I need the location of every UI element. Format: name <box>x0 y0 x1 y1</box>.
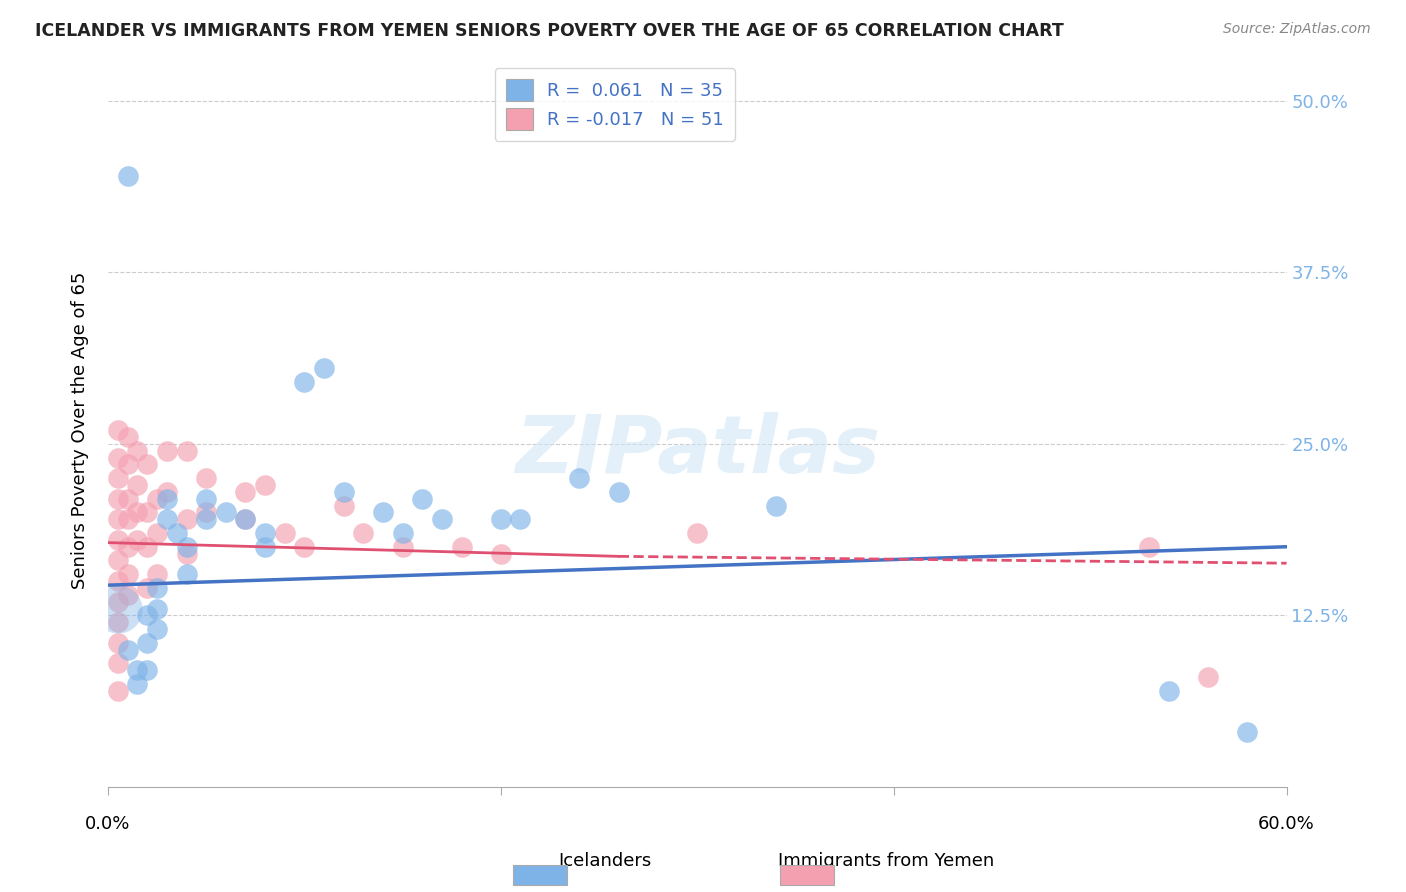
Point <box>235 512 257 526</box>
Text: ICELANDER VS IMMIGRANTS FROM YEMEN SENIORS POVERTY OVER THE AGE OF 65 CORRELATIO: ICELANDER VS IMMIGRANTS FROM YEMEN SENIO… <box>35 22 1064 40</box>
Point <box>489 512 512 526</box>
Point <box>117 588 139 602</box>
Point <box>235 512 257 526</box>
Point <box>195 491 218 506</box>
Point <box>332 484 354 499</box>
Point <box>136 581 159 595</box>
Point <box>117 430 139 444</box>
Point <box>117 540 139 554</box>
Y-axis label: Seniors Poverty Over the Age of 65: Seniors Poverty Over the Age of 65 <box>72 271 89 589</box>
Point <box>294 540 316 554</box>
Point <box>146 581 169 595</box>
Point <box>332 499 354 513</box>
Point <box>686 526 709 541</box>
Point <box>254 478 277 492</box>
Point <box>107 553 129 567</box>
Point <box>117 512 139 526</box>
Point <box>235 484 257 499</box>
Point <box>136 663 159 677</box>
Point <box>1137 540 1160 554</box>
Point <box>1236 725 1258 739</box>
Legend: R =  0.061   N = 35, R = -0.017   N = 51: R = 0.061 N = 35, R = -0.017 N = 51 <box>495 68 735 141</box>
Point <box>176 443 198 458</box>
Point <box>195 471 218 485</box>
Point <box>254 540 277 554</box>
Point <box>176 567 198 582</box>
Text: 60.0%: 60.0% <box>1258 815 1315 833</box>
Point <box>391 540 413 554</box>
Point <box>136 636 159 650</box>
Point <box>765 499 787 513</box>
Point <box>107 491 129 506</box>
Point <box>107 594 129 608</box>
Point <box>176 512 198 526</box>
Point <box>195 505 218 519</box>
Point <box>146 567 169 582</box>
Point <box>312 361 335 376</box>
Point <box>136 505 159 519</box>
Point <box>107 423 129 437</box>
Point <box>450 540 472 554</box>
Point <box>294 375 316 389</box>
Point <box>156 512 179 526</box>
Point <box>489 547 512 561</box>
Point <box>107 601 129 615</box>
Point <box>166 526 188 541</box>
Point <box>107 574 129 588</box>
Point <box>127 505 149 519</box>
Point <box>371 505 394 519</box>
Point <box>107 683 129 698</box>
Text: Source: ZipAtlas.com: Source: ZipAtlas.com <box>1223 22 1371 37</box>
Point <box>117 491 139 506</box>
Point <box>127 478 149 492</box>
Point <box>107 636 129 650</box>
Point <box>1197 670 1219 684</box>
Point <box>127 663 149 677</box>
Point <box>117 458 139 472</box>
Point <box>430 512 453 526</box>
Point <box>146 622 169 636</box>
Point <box>568 471 591 485</box>
Point <box>107 615 129 630</box>
Point <box>352 526 374 541</box>
Point <box>107 450 129 465</box>
Point <box>146 491 169 506</box>
Point <box>117 169 139 183</box>
Text: Icelanders: Icelanders <box>558 852 651 870</box>
Point <box>136 540 159 554</box>
Point <box>195 512 218 526</box>
Point <box>117 642 139 657</box>
Point <box>127 677 149 691</box>
Point <box>254 526 277 541</box>
Point <box>156 484 179 499</box>
Point <box>117 567 139 582</box>
Point <box>176 547 198 561</box>
Text: Immigrants from Yemen: Immigrants from Yemen <box>778 852 994 870</box>
Point <box>176 540 198 554</box>
Point <box>509 512 531 526</box>
Point <box>607 484 630 499</box>
Point <box>391 526 413 541</box>
Point <box>107 533 129 547</box>
Text: ZIPatlas: ZIPatlas <box>515 412 880 491</box>
Text: 0.0%: 0.0% <box>86 815 131 833</box>
Point <box>107 471 129 485</box>
Point <box>136 458 159 472</box>
Point <box>136 608 159 623</box>
Point <box>127 533 149 547</box>
Point <box>156 443 179 458</box>
Point <box>156 491 179 506</box>
Point <box>1157 683 1180 698</box>
Point <box>274 526 297 541</box>
Point <box>215 505 238 519</box>
Point <box>146 601 169 615</box>
Point <box>411 491 433 506</box>
Point <box>107 657 129 671</box>
Point <box>107 512 129 526</box>
Point <box>127 443 149 458</box>
Point <box>146 526 169 541</box>
